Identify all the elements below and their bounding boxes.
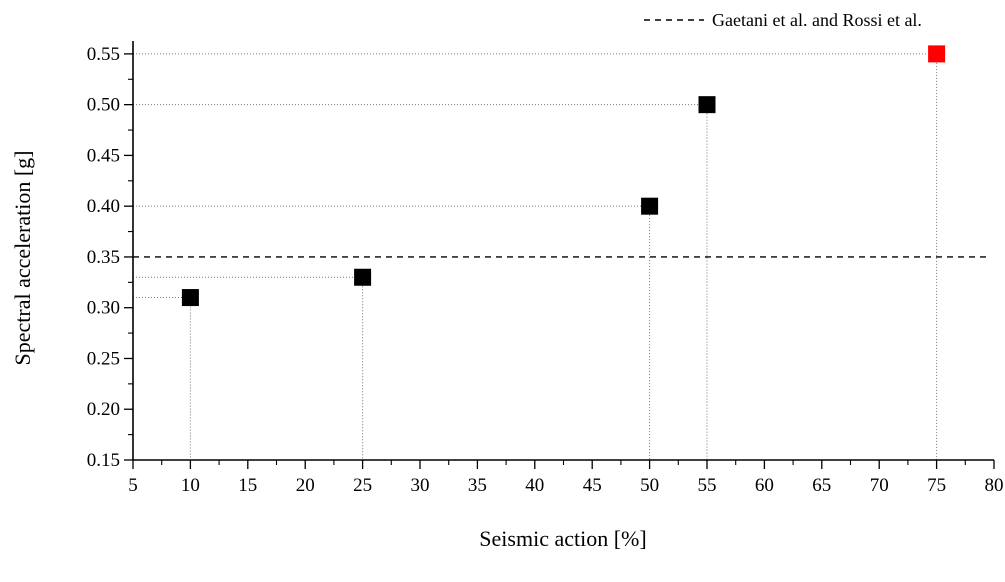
data-point	[928, 45, 946, 63]
data-point	[698, 96, 716, 114]
x-tick-label: 80	[985, 475, 1004, 496]
x-tick-label: 30	[411, 475, 430, 496]
y-tick-label: 0.40	[87, 196, 120, 217]
y-tick-label: 0.45	[87, 145, 120, 166]
x-tick-label: 20	[296, 475, 315, 496]
y-tick-label: 0.50	[87, 95, 120, 116]
y-tick-label: 0.20	[87, 399, 120, 420]
y-tick-label: 0.35	[87, 247, 120, 268]
x-tick-label: 50	[640, 475, 659, 496]
x-tick-label: 35	[468, 475, 487, 496]
x-tick-label: 10	[181, 475, 200, 496]
data-point	[354, 268, 372, 286]
legend: Gaetani et al. and Rossi et al.	[644, 10, 922, 30]
y-tick-label: 0.15	[87, 450, 120, 471]
x-tick-label: 70	[870, 475, 889, 496]
x-axis-title: Seismic action [%]	[479, 526, 646, 551]
y-tick-label: 0.55	[87, 44, 120, 65]
drop-lines	[133, 53, 938, 460]
y-axis-title: Spectral acceleration [g]	[10, 151, 35, 366]
x-tick-label: 45	[583, 475, 602, 496]
x-tick-label: 40	[525, 475, 544, 496]
axes: 5 10 15 20 25 30 35 40 45 50 55 60 65 70 75 80 0.15 0.20 0…	[87, 41, 1004, 496]
x-tick-label: 60	[755, 475, 774, 496]
data-point	[181, 289, 199, 307]
x-tick-label: 65	[812, 475, 831, 496]
x-tick-label: 25	[353, 475, 372, 496]
data-points	[181, 45, 946, 307]
y-tick-label: 0.30	[87, 298, 120, 319]
y-tick-label: 0.25	[87, 348, 120, 369]
x-tick-label: 75	[927, 475, 946, 496]
data-point	[641, 197, 659, 215]
x-tick-label: 5	[128, 475, 138, 496]
legend-label: Gaetani et al. and Rossi et al.	[712, 10, 922, 30]
x-tick-label: 55	[698, 475, 717, 496]
x-tick-label: 15	[238, 475, 257, 496]
